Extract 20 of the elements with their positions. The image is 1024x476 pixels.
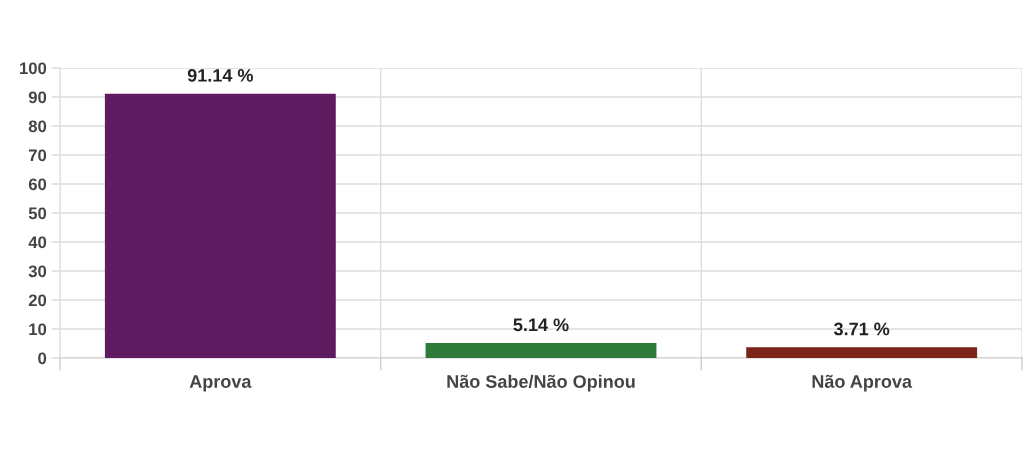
y-tick-label: 40 — [28, 236, 47, 249]
bar — [104, 93, 336, 358]
y-tick-label: 50 — [28, 207, 47, 220]
data-label: 5.14 % — [513, 318, 569, 332]
y-tick-label: 0 — [38, 352, 47, 365]
x-tick-label: Não Aprova — [812, 374, 913, 392]
y-tick-label: 60 — [28, 178, 47, 191]
y-tick-label: 90 — [28, 91, 47, 104]
bar — [746, 347, 978, 358]
data-label: 91.14 % — [187, 69, 253, 82]
data-label: 3.71 % — [833, 322, 890, 336]
y-tick-label: 100 — [20, 62, 47, 75]
bar — [425, 343, 657, 358]
x-tick-label: Aprova — [189, 375, 252, 392]
y-tick-label: 30 — [28, 265, 47, 278]
y-tick-label: 20 — [28, 294, 47, 307]
y-tick-label: 80 — [28, 120, 47, 133]
y-tick-label: 10 — [29, 323, 47, 336]
x-tick-label: Não Sabe/Não Opinou — [447, 374, 635, 392]
y-tick-label: 70 — [28, 149, 47, 162]
